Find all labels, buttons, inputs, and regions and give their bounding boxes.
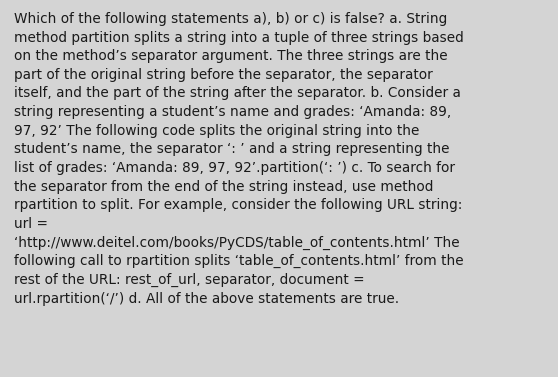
Text: Which of the following statements a), b) or c) is false? a. String
method partit: Which of the following statements a), b)… bbox=[14, 12, 464, 306]
